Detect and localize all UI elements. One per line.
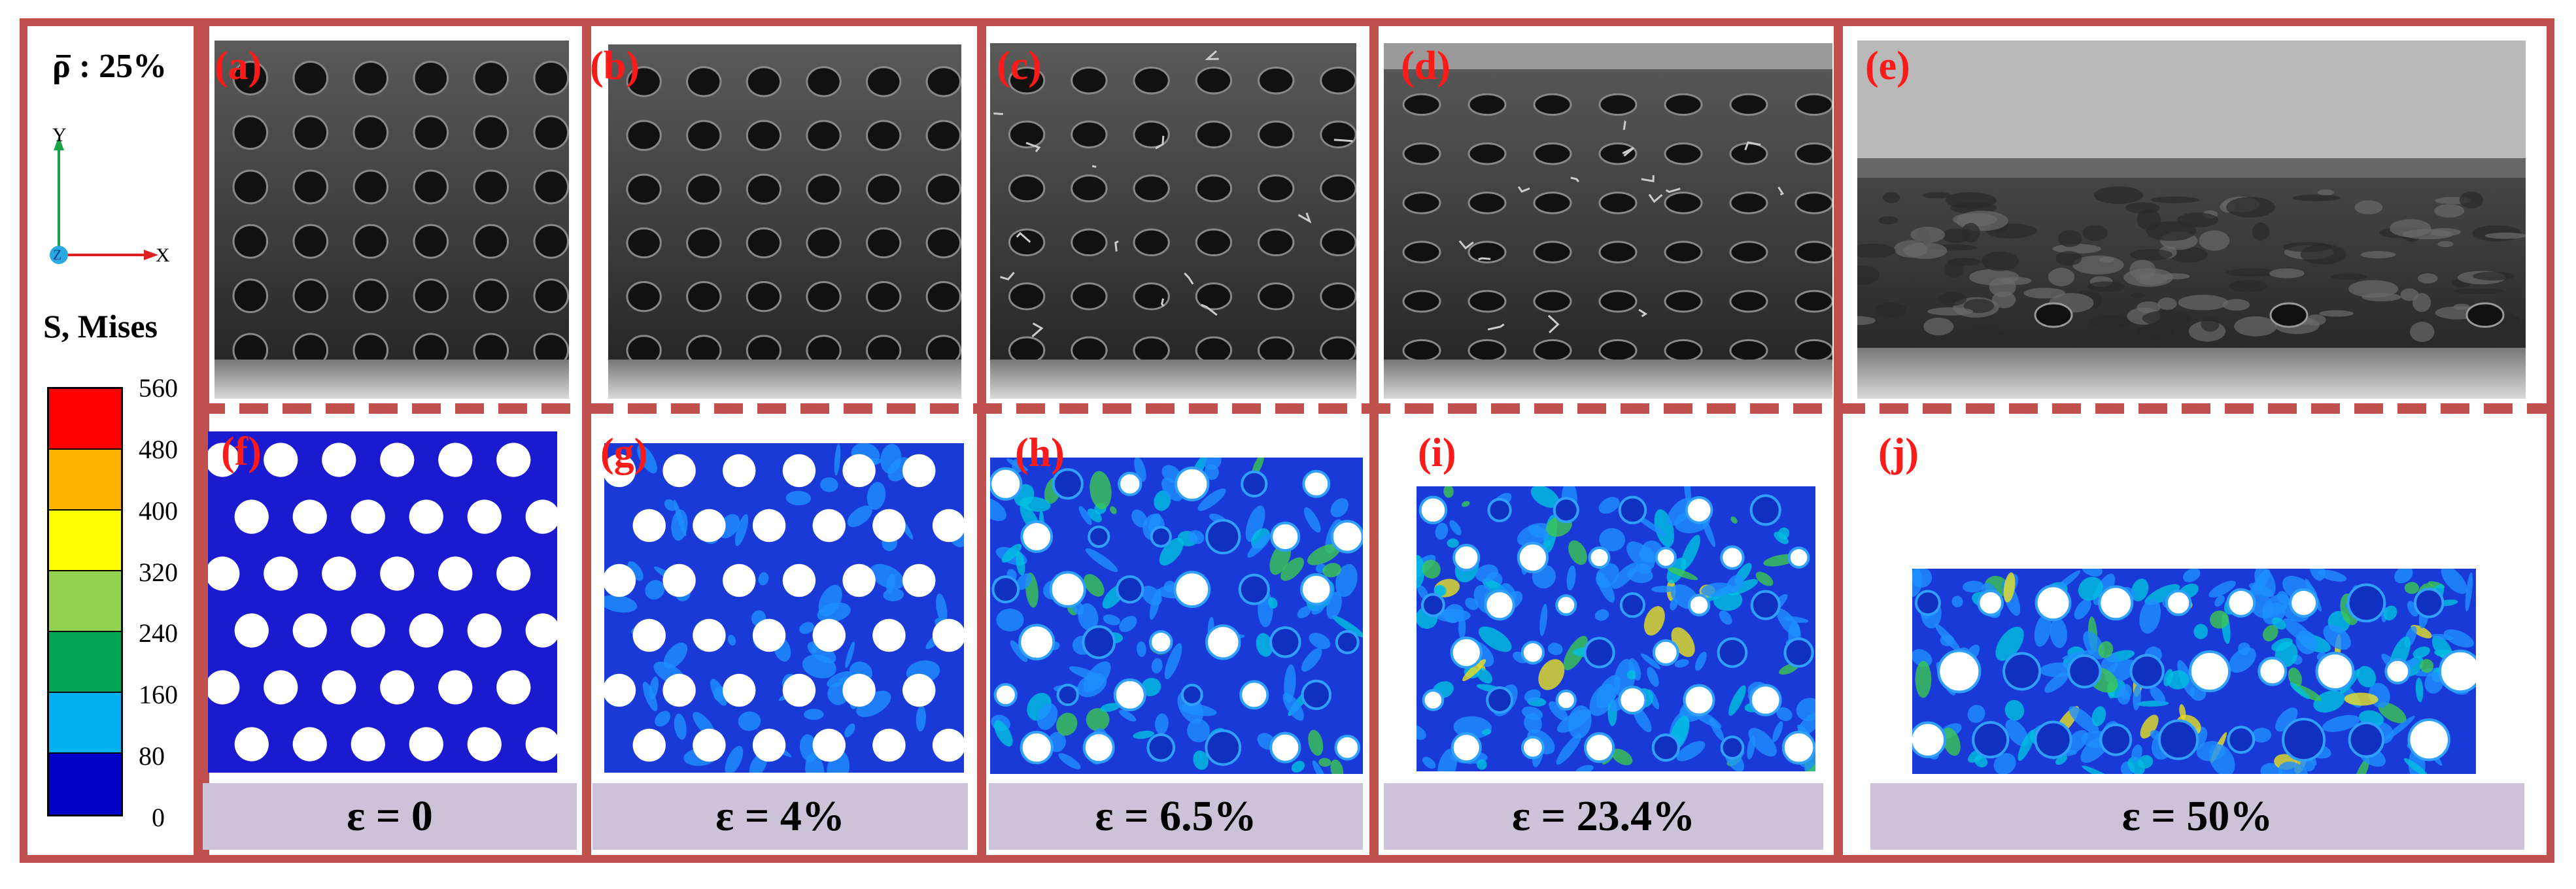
stress-simulation — [1417, 486, 1815, 771]
panel-tag-top: (a) — [215, 44, 262, 88]
axis-triad — [50, 136, 158, 264]
axis-z-label: Z — [53, 246, 62, 263]
strain-label: ε = 50% — [1870, 783, 2524, 850]
dashed-separator — [196, 403, 2550, 414]
colorbar-band — [49, 450, 121, 511]
stress-title: S, Mises — [43, 308, 158, 344]
experiment-photo — [215, 41, 569, 399]
colorbar-tick-label: 0 — [152, 803, 165, 832]
colorbar-tick-label: 560 — [139, 373, 178, 403]
colorbar-tick-label: 400 — [139, 495, 178, 526]
colorbar-band — [49, 693, 121, 754]
panel-tag-bottom: (g) — [600, 431, 648, 475]
stress-simulation — [604, 443, 964, 773]
experiment-photo — [1857, 41, 2526, 399]
divider-2 — [977, 18, 986, 863]
panel-tag-bottom: (j) — [1878, 431, 1919, 475]
panel-tag-bottom: (f) — [221, 429, 262, 474]
stress-simulation — [1912, 569, 2476, 774]
overbar — [56, 55, 71, 58]
panel-tag-top: (d) — [1401, 44, 1451, 88]
divider-3 — [1369, 18, 1379, 863]
experiment-photo — [990, 43, 1356, 399]
axis-x-label: X — [156, 244, 170, 266]
density-label: ρ : 25% — [52, 48, 167, 85]
panel-tag-top: (b) — [590, 44, 640, 88]
colorbar-band — [49, 389, 121, 450]
colorbar-band — [49, 754, 121, 814]
strain-label: ε = 23.4% — [1384, 783, 1823, 850]
panel-tag-bottom: (h) — [1015, 431, 1065, 475]
colorbar-band — [49, 571, 121, 632]
divider-1 — [582, 18, 591, 863]
panel-tag-top: (c) — [997, 44, 1042, 88]
strain-label: ε = 0 — [203, 783, 577, 850]
strain-label: ε = 6.5% — [989, 783, 1363, 850]
colorbar-tick-label: 480 — [139, 434, 178, 464]
panel-tag-top: (e) — [1865, 44, 1910, 88]
colorbar — [47, 387, 123, 816]
colorbar-tick-label: 80 — [139, 741, 165, 771]
strain-label: ε = 4% — [592, 783, 968, 850]
panel-tag-bottom: (i) — [1418, 431, 1456, 475]
experiment-photo — [1384, 43, 1832, 399]
colorbar-tick-label: 240 — [139, 618, 178, 648]
colorbar-tick-label: 160 — [139, 680, 178, 710]
legend-frame — [20, 18, 209, 863]
experiment-photo — [608, 44, 961, 399]
colorbar-tick-label: 320 — [139, 557, 178, 587]
stress-simulation — [990, 458, 1363, 774]
colorbar-band — [49, 511, 121, 571]
divider-4 — [1834, 18, 1843, 863]
axis-y-label: Y — [52, 124, 67, 146]
colorbar-band — [49, 632, 121, 693]
stress-simulation — [208, 431, 557, 773]
